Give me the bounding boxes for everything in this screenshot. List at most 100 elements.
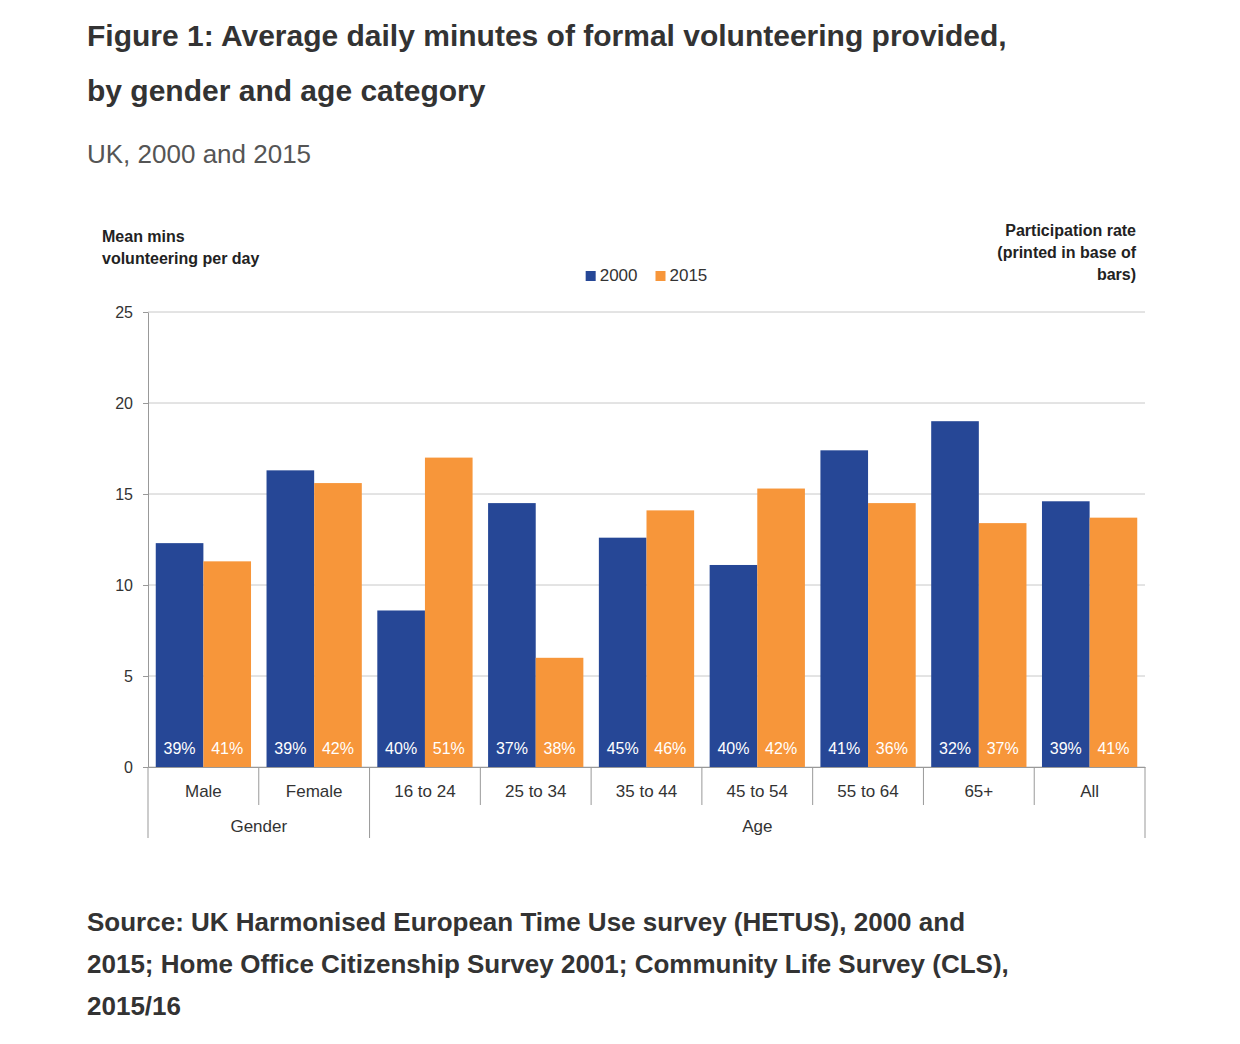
y-tick-label: 10 (115, 577, 133, 594)
x-tick: 25 to 34 (505, 767, 566, 801)
y-tick-mark (143, 585, 148, 586)
title: Figure 1: Average daily minutes of forma… (87, 19, 1007, 52)
x-tick: 55 to 64 (837, 767, 898, 801)
participation-labels: 39%39%40%37%45%40%41%32%39%41%42%51%38%4… (164, 740, 1130, 757)
bar (931, 421, 979, 767)
y-axis: 0 5 10 15 20 25 (115, 304, 148, 776)
bar (599, 538, 647, 767)
x-tick: All (1080, 767, 1099, 801)
bar (536, 658, 584, 767)
subtitle: UK, 2000 and 2015 (87, 139, 311, 169)
participation-label: 42% (765, 740, 797, 757)
y-tick: 25 (115, 304, 148, 321)
bar (267, 470, 315, 767)
y-tick-mark (143, 494, 148, 495)
y-tick-label: 0 (124, 759, 133, 776)
separators (148, 767, 1145, 838)
x-tick-label: 16 to 24 (394, 782, 455, 801)
y-tick: 10 (115, 577, 148, 594)
x-tick: 16 to 24 (394, 767, 455, 801)
bar (314, 483, 362, 767)
x-tick: Male (185, 767, 222, 801)
source: Source: UK Harmonised European Time Use … (87, 907, 965, 937)
separator (701, 767, 702, 805)
x-tick-label: All (1080, 782, 1099, 801)
bar (1090, 518, 1138, 767)
separator (1145, 767, 1146, 838)
source: 2015/16 (87, 991, 181, 1021)
y-tick-label: 5 (124, 668, 133, 685)
bar (868, 503, 916, 767)
source: 2015; Home Office Citizenship Survey 200… (87, 949, 1009, 979)
grid-line (148, 403, 1145, 404)
participation-label: 41% (1097, 740, 1129, 757)
chart: Figure 1: Average daily minutes of forma… (0, 0, 1240, 1044)
grid-line (148, 312, 1145, 313)
legend-label: 2015 (670, 266, 708, 285)
x-tick: 65+ (964, 767, 993, 801)
y-tick: 0 (124, 759, 148, 776)
x-tick-label: 25 to 34 (505, 782, 566, 801)
participation-label: 39% (1050, 740, 1082, 757)
bar (156, 543, 204, 767)
annotation: (printed in base of (997, 244, 1136, 261)
separator (1034, 767, 1035, 805)
participation-label: 37% (496, 740, 528, 757)
bar (425, 458, 473, 767)
participation-label: 40% (717, 740, 749, 757)
bar (1042, 501, 1090, 767)
bar (647, 510, 695, 767)
bar (377, 610, 425, 767)
x-tick-label: 55 to 64 (837, 782, 898, 801)
separator (812, 767, 813, 805)
participation-label: 45% (607, 740, 639, 757)
y-axis-title: volunteering per day (102, 250, 259, 267)
x-tick-label: 45 to 54 (727, 782, 788, 801)
x-tick: 45 to 54 (727, 767, 788, 801)
x-axis: Male Female 16 to 24 25 to 34 35 to 44 45 to … (149, 767, 1146, 801)
legend: 2000 2015 (586, 266, 708, 285)
separator (258, 767, 259, 805)
legend-swatch (656, 271, 666, 281)
y-tick: 20 (115, 395, 148, 412)
bar (710, 565, 758, 767)
y-tick-mark (143, 767, 148, 768)
y-tick-label: 15 (115, 486, 133, 503)
participation-label: 40% (385, 740, 417, 757)
participation-label: 41% (211, 740, 243, 757)
y-tick-mark (143, 403, 148, 404)
group-label: Gender (230, 817, 287, 836)
y-tick-label: 20 (115, 395, 133, 412)
grid (148, 312, 1145, 767)
participation-label: 46% (654, 740, 686, 757)
legend-item: 2000 (586, 266, 638, 285)
participation-label: 39% (274, 740, 306, 757)
separator (591, 767, 592, 805)
x-tick-label: Male (185, 782, 222, 801)
participation-label: 39% (164, 740, 196, 757)
bar (757, 489, 805, 767)
separator (480, 767, 481, 805)
y-axis-line (148, 313, 149, 768)
legend-label: 2000 (600, 266, 638, 285)
x-tick-label: Female (286, 782, 343, 801)
bar (820, 450, 868, 767)
participation-label: 42% (322, 740, 354, 757)
x-tick-label: 35 to 44 (616, 782, 677, 801)
x-tick: Female (286, 767, 343, 801)
annotation: bars) (1097, 266, 1136, 283)
participation-label: 38% (544, 740, 576, 757)
bar (979, 523, 1027, 767)
separator (923, 767, 924, 805)
legend-swatch (586, 271, 596, 281)
bar (488, 503, 536, 767)
x-tick: 35 to 44 (616, 767, 677, 801)
y-tick: 5 (124, 668, 148, 685)
y-axis-title: Mean mins (102, 228, 185, 245)
bar (203, 561, 251, 767)
participation-label: 51% (433, 740, 465, 757)
bars (156, 421, 1137, 767)
group-label: Age (742, 817, 772, 836)
separator (148, 767, 149, 838)
participation-label: 36% (876, 740, 908, 757)
